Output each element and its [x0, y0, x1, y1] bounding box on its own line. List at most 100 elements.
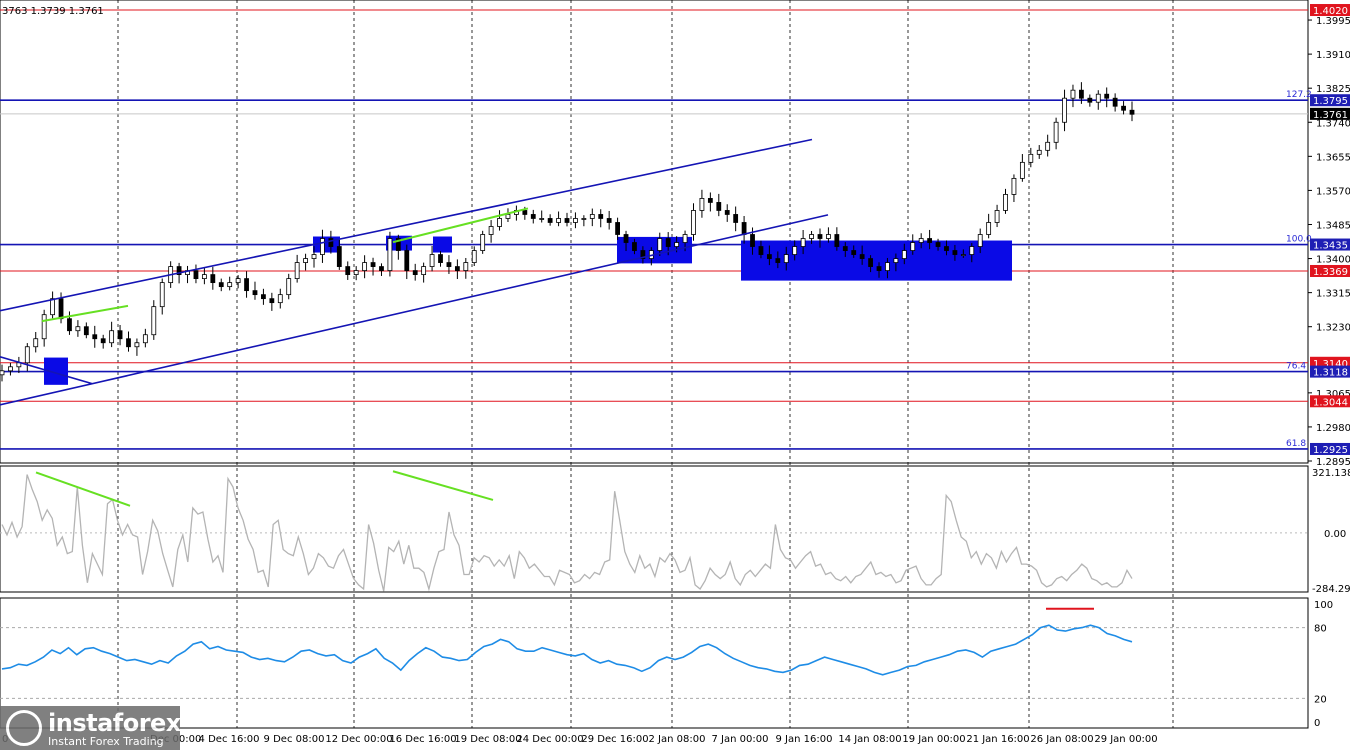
y-tick-label: 1.2980 — [1316, 423, 1350, 434]
candle-body — [733, 214, 739, 223]
candle-body — [379, 266, 384, 271]
candle-body — [159, 282, 165, 308]
candle-body — [581, 218, 587, 220]
current-price-label: 1.3761 — [1313, 110, 1348, 121]
level-price-label: 1.3044 — [1313, 397, 1348, 408]
y-tick-label: 1.3570 — [1316, 186, 1350, 197]
fib-level-label: 100.0 — [1286, 235, 1312, 245]
candle-body — [901, 250, 907, 259]
candle-body — [142, 334, 148, 344]
candle-body — [1053, 121, 1059, 143]
fib-level-label: 76.4 — [1286, 362, 1306, 372]
candle-body — [657, 238, 663, 251]
price-levels: 127.2 100.0 76.4 61.8 — [0, 9, 1312, 450]
candle-body — [277, 294, 283, 304]
current-price-tag — [1310, 107, 1350, 120]
rsi-tick-label: 20 — [1314, 694, 1327, 705]
level-price-label: 1.4020 — [1313, 6, 1348, 17]
candle-body — [24, 346, 30, 364]
candle-body — [320, 238, 325, 255]
candle-body — [58, 298, 64, 320]
candle-body — [1079, 89, 1084, 99]
cci-zero-label: 0.00 — [1324, 529, 1346, 540]
candle-body — [817, 234, 823, 239]
candle-body — [935, 242, 941, 247]
candle-body — [623, 234, 629, 243]
candle-body — [918, 238, 924, 243]
candle-body — [294, 262, 300, 280]
x-tick-label: 19 Jan 00:00 — [902, 734, 965, 745]
candle-body — [353, 270, 359, 275]
y-tick-label: 1.3740 — [1316, 118, 1350, 129]
candle-body — [885, 262, 890, 271]
candle-body — [1070, 89, 1076, 99]
candle-body — [952, 250, 958, 255]
rsi-indicator-pane: 100 80 20 0 — [0, 600, 1333, 729]
rsi-tick-label: 0 — [1314, 718, 1320, 729]
candle-body — [497, 218, 502, 227]
candle-body — [724, 210, 730, 215]
candle-body — [539, 218, 545, 220]
candle-body — [41, 314, 47, 340]
candle-body — [960, 254, 966, 256]
candle-body — [1036, 149, 1042, 155]
cci-bottom-label: -284.2900 — [1312, 584, 1350, 595]
candle-body — [741, 222, 747, 235]
x-tick-label: 29 Dec 16:00 — [581, 734, 648, 745]
level-price-label: 1.3795 — [1313, 96, 1348, 107]
candle-body — [1095, 93, 1101, 103]
candle-body — [75, 326, 81, 332]
candle-body — [134, 342, 140, 348]
candle-body — [640, 250, 646, 259]
candle-body — [252, 290, 258, 296]
candle-body — [674, 242, 680, 247]
level-price-tag — [1310, 94, 1350, 107]
candle-body — [547, 218, 553, 223]
candle-body — [446, 262, 452, 267]
candle-body — [682, 234, 688, 243]
candle-body — [126, 338, 131, 348]
candlestick-series — [0, 82, 1135, 382]
candle-body — [944, 246, 949, 251]
candle-body — [454, 266, 460, 271]
candle-body — [83, 326, 89, 336]
fib-level-label: 61.8 — [1286, 439, 1306, 449]
level-price-tag — [1310, 442, 1350, 455]
candle-body — [311, 254, 317, 259]
candle-body — [573, 218, 578, 223]
candle-body — [50, 298, 55, 316]
y-tick-label: 1.3230 — [1316, 323, 1350, 334]
grid-lines — [0, 0, 1309, 729]
candle-body — [336, 246, 342, 267]
candle-body — [868, 258, 873, 267]
candle-body — [1003, 194, 1008, 211]
price-divergence-line — [41, 304, 129, 323]
candle-body — [1129, 109, 1135, 115]
ohlc-readout: 3763 1.3739 1.3761 — [2, 6, 104, 17]
x-tick-label: 2 Jan 08:00 — [649, 734, 706, 745]
candle-body — [1019, 161, 1025, 179]
fib-level-label: 127.2 — [1286, 90, 1312, 100]
y-tick-label: 1.3485 — [1316, 220, 1350, 231]
main-pane-frame — [0, 0, 1309, 464]
rsi-pane-frame — [0, 597, 1309, 729]
rsi-tick-label: 100 — [1314, 600, 1333, 611]
level-price-label: 1.3118 — [1313, 368, 1348, 379]
cci-pane-frame — [0, 465, 1309, 593]
price-axis: 1.3995 1.3910 1.3825 1.3740 1.3655 1.3570 1.34… — [1308, 4, 1350, 468]
candle-body — [421, 266, 427, 275]
candle-body — [977, 234, 983, 247]
candle-body — [210, 274, 216, 284]
level-price-tag — [1310, 238, 1350, 251]
cci-top-label: 321.1386 — [1312, 468, 1350, 479]
candle-body — [151, 306, 157, 336]
level-price-tag — [1310, 264, 1350, 277]
candle-body — [750, 234, 755, 247]
price-divergence-line — [392, 207, 529, 244]
x-tick-label: 19 Dec 08:00 — [454, 734, 521, 745]
candle-body — [758, 246, 764, 255]
cci-divergence-line — [392, 470, 494, 501]
cci-line — [1, 474, 1133, 592]
instaforex-watermark: instaforex Instant Forex Trading — [0, 706, 181, 750]
trend-channel-line — [0, 356, 93, 385]
